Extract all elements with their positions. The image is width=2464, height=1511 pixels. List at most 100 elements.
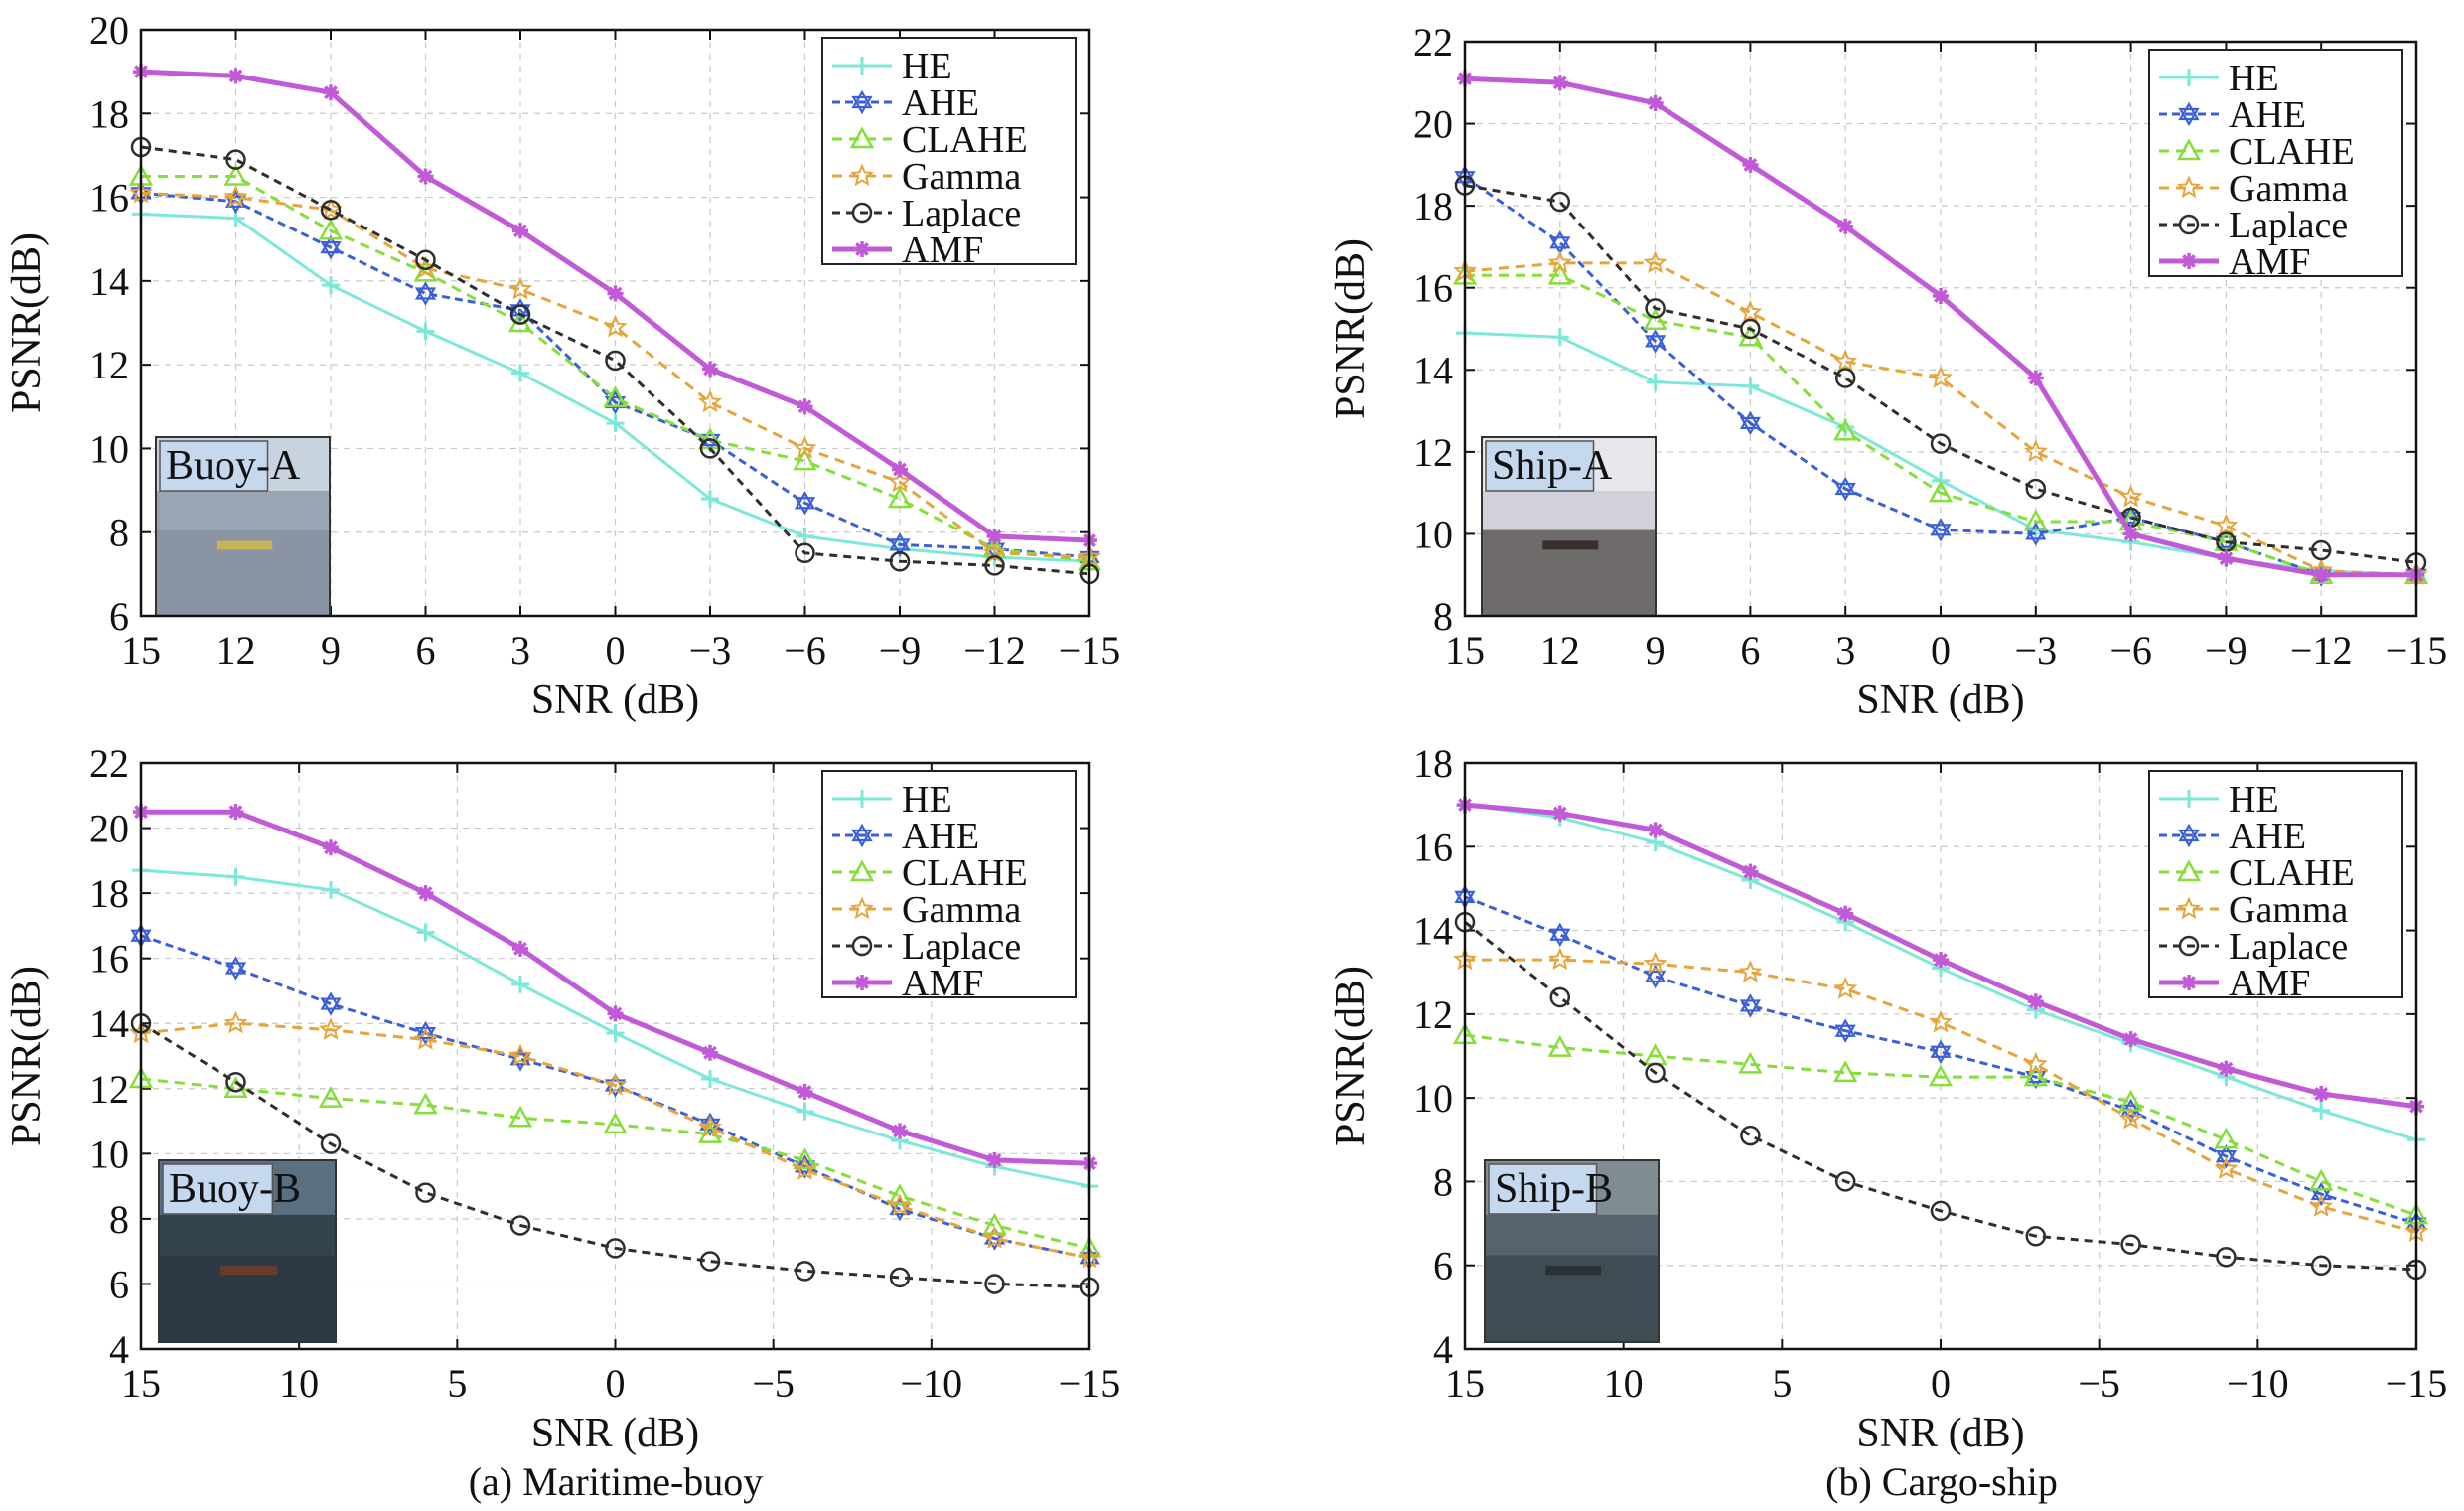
data-point-ahe: [1644, 329, 1667, 354]
data-point-gamma: [1547, 250, 1572, 274]
data-point-clahe: [1547, 262, 1572, 285]
x-tick-label: 6: [1740, 628, 1760, 673]
data-point-he: [796, 527, 814, 545]
y-tick-label: 16: [1413, 266, 1453, 311]
x-tick-label: 10: [1604, 1361, 1644, 1406]
series-line-laplace: [140, 1021, 1090, 1289]
legend-marker-laplace: [2178, 214, 2200, 235]
y-tick-label: 12: [89, 1067, 129, 1112]
data-point-laplace: [2216, 1247, 2237, 1268]
x-tick-label: 3: [510, 628, 530, 673]
data-point-clahe: [2214, 1127, 2239, 1149]
x-tick-label: 0: [1931, 1361, 1951, 1406]
series-line-ahe: [140, 191, 1090, 559]
x-tick-label: −15: [2386, 628, 2448, 673]
data-point-amf-core: [1745, 160, 1755, 170]
data-point-laplace: [1740, 318, 1761, 340]
data-point-amf-core: [611, 1008, 620, 1018]
data-point-amf-core: [1936, 291, 1946, 301]
x-tick-label: −3: [689, 628, 732, 673]
y-tick-label: 8: [109, 1197, 129, 1242]
data-point-laplace: [605, 350, 626, 372]
legend-marker-laplace: [2178, 935, 2200, 957]
legend-marker-ahe: [851, 823, 873, 848]
data-point-amf-core: [2126, 1034, 2136, 1044]
legend-label-clahe: CLAHE: [902, 852, 1028, 894]
data-point-clahe: [318, 1086, 344, 1108]
y-tick-label: 12: [1413, 430, 1453, 475]
x-tick-label: −12: [963, 628, 1026, 673]
data-point-clahe: [887, 1183, 913, 1206]
data-point-laplace: [225, 149, 246, 170]
data-point-laplace: [1645, 298, 1666, 319]
data-point-gamma: [2214, 513, 2239, 536]
data-point-amf-core: [705, 364, 715, 374]
x-tick-label: 5: [447, 1361, 467, 1406]
data-point-gamma: [1643, 951, 1667, 975]
y-tick-label: 6: [1433, 1244, 1453, 1288]
series-line-gamma: [140, 191, 1090, 559]
data-point-amf-core: [231, 71, 240, 80]
inset-label: Ship-B: [1495, 1166, 1613, 1212]
data-point-laplace: [415, 249, 436, 271]
data-point-clahe: [1833, 1060, 1858, 1083]
y-tick-label: 8: [109, 511, 129, 555]
data-point-gamma: [1738, 299, 1763, 323]
data-point-laplace: [1549, 191, 1571, 213]
data-point-gamma: [223, 1010, 248, 1034]
data-point-clahe: [1833, 418, 1858, 441]
legend-label-clahe: CLAHE: [2229, 852, 2355, 894]
series-line-laplace: [1464, 920, 2417, 1272]
data-point-laplace: [2025, 1225, 2047, 1247]
x-tick-label: 0: [606, 1361, 626, 1406]
data-point-clahe: [982, 1212, 1007, 1235]
series-line-laplace: [140, 145, 1090, 576]
data-point-ahe: [1739, 993, 1762, 1018]
data-point-gamma: [223, 184, 248, 208]
inset-object: [1545, 1266, 1602, 1276]
data-point-laplace: [1645, 1062, 1666, 1084]
legend-marker-laplace: [851, 935, 873, 957]
inset-skyline: [1486, 1214, 1658, 1256]
data-point-gamma: [508, 276, 532, 300]
legend-box: [2148, 49, 2403, 277]
data-point-clahe: [1928, 1064, 1954, 1087]
data-point-amf-core: [800, 1087, 809, 1097]
y-tick-label: 18: [89, 871, 129, 916]
data-point-gamma: [2023, 439, 2048, 463]
legend-label-gamma: Gamma: [902, 156, 1021, 198]
data-point-clahe: [1738, 1051, 1763, 1074]
legend-marker-amf-core: [2184, 256, 2194, 266]
data-point-laplace: [889, 550, 911, 572]
y-tick-label: 10: [89, 426, 129, 471]
x-tick-label: −10: [2227, 1361, 2289, 1406]
series-line-clahe: [1465, 273, 2416, 577]
data-point-he: [701, 1069, 719, 1088]
data-point-ahe: [1549, 922, 1571, 947]
data-point-laplace: [1834, 368, 1856, 388]
inset-thumbnail: Ship-A: [1481, 436, 1657, 617]
data-point-amf-core: [2126, 529, 2136, 538]
data-point-clahe: [793, 1147, 817, 1170]
data-point-laplace: [699, 1251, 721, 1272]
data-point-he: [796, 1102, 814, 1121]
y-tick-label: 14: [1413, 909, 1453, 954]
y-tick-label: 18: [1413, 184, 1453, 228]
x-tick-label: −15: [1059, 628, 1121, 673]
series-line-gamma: [1465, 958, 2417, 1234]
data-point-laplace: [1930, 1200, 1952, 1222]
data-point-gamma: [793, 1157, 817, 1180]
data-point-gamma: [1738, 960, 1763, 982]
chart-panel-3: 15 10 5 0 −5 −10 −15 4 6 8 10 12 14 16 18 20 22 SNR (dB) P…: [4, 741, 1120, 1456]
y-tick-label: 4: [1433, 1327, 1453, 1372]
data-point-laplace: [415, 1182, 436, 1203]
data-point-laplace: [320, 199, 342, 221]
x-tick-label: −10: [901, 1361, 963, 1406]
data-point-he: [606, 414, 625, 433]
y-tick-label: 18: [1413, 741, 1453, 786]
data-point-ahe: [1930, 518, 1952, 542]
inset-label: Ship-A: [1492, 443, 1613, 489]
legend-marker-clahe: [2176, 859, 2202, 882]
